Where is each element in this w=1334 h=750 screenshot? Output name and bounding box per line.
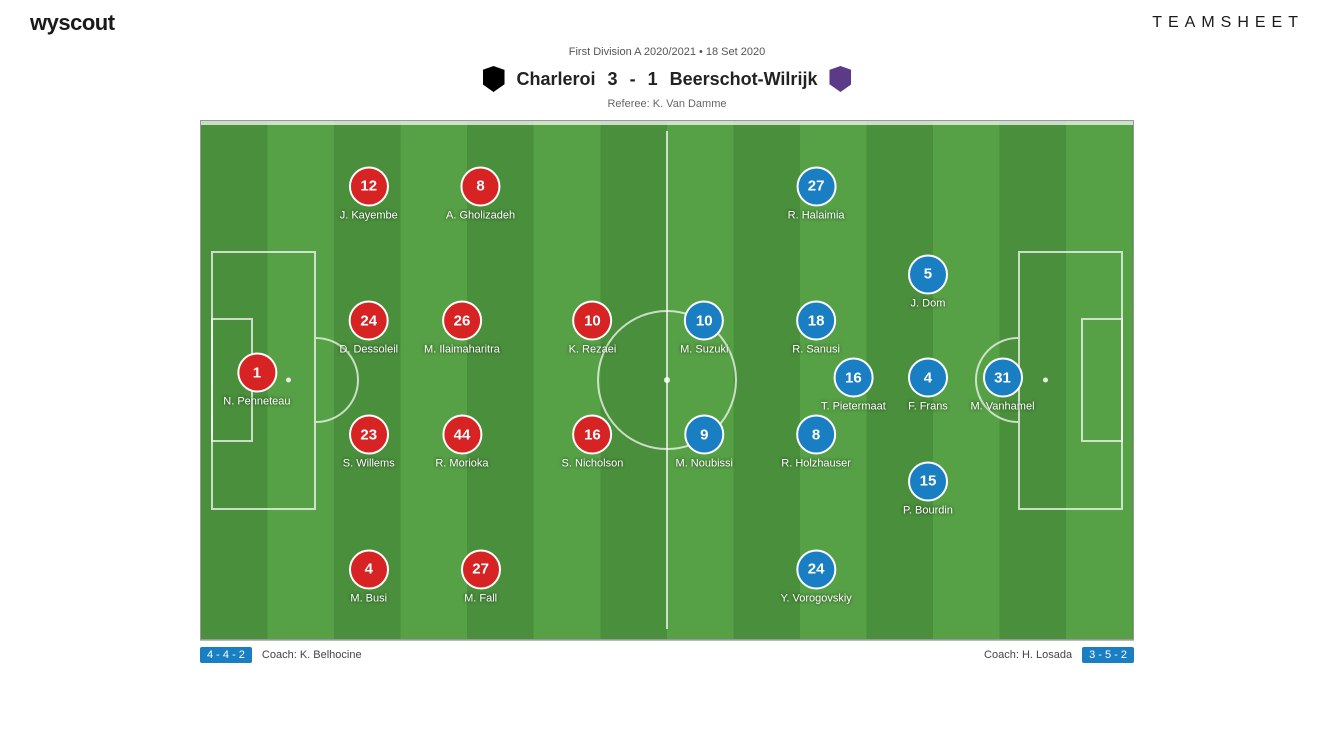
player-marker: 10 M. Suzuki [680,301,728,356]
player-number-circle: 18 [796,301,836,341]
player-number-circle: 4 [349,549,389,589]
player-name-label: R. Halaimia [788,209,845,221]
player-number-circle: 44 [442,415,482,455]
player-marker: 27 M. Fall [461,549,501,604]
player-number-circle: 16 [833,358,873,398]
player-marker: 8 R. Holzhauser [781,415,851,470]
player-name-label: M. Vanhamel [971,401,1035,413]
player-marker: 24 Y. Vorogovskiy [780,549,851,604]
player-name-label: R. Sanusi [792,344,840,356]
player-name-label: S. Willems [343,458,395,470]
player-marker: 10 K. Rezaei [569,301,617,356]
player-marker: 24 D. Dessoleil [339,301,398,356]
player-number-circle: 8 [461,166,501,206]
player-number-circle: 16 [572,415,612,455]
referee-line: Referee: K. Van Damme [0,98,1334,110]
competition-line: First Division A 2020/2021 • 18 Set 2020 [0,46,1334,58]
player-name-label: D. Dessoleil [339,344,398,356]
player-marker: 12 J. Kayembe [340,166,398,221]
player-name-label: J. Kayembe [340,209,398,221]
score-dash: - [630,69,636,90]
pitch-outline [201,121,1133,125]
player-number-circle: 24 [796,549,836,589]
player-marker: 5 J. Dom [908,254,948,309]
player-number-circle: 27 [461,549,501,589]
center-dot [664,377,670,383]
player-number-circle: 10 [572,301,612,341]
away-coach: Coach: H. Losada [984,649,1072,661]
player-name-label: R. Morioka [435,458,488,470]
player-number-circle: 4 [908,358,948,398]
scoreline: Charleroi 3 - 1 Beerschot-Wilrijk [0,66,1334,92]
player-number-circle: 27 [796,166,836,206]
player-name-label: P. Bourdin [903,504,953,516]
player-marker: 27 R. Halaimia [788,166,845,221]
player-number-circle: 8 [796,415,836,455]
home-score: 3 [608,69,618,90]
header: wyscout TEAMSHEET [0,0,1334,41]
footer-left: 4 - 4 - 2 Coach: K. Belhocine [200,647,362,663]
player-marker: 44 R. Morioka [435,415,488,470]
match-info: First Division A 2020/2021 • 18 Set 2020… [0,46,1334,110]
player-number-circle: 5 [908,254,948,294]
player-number-circle: 31 [983,358,1023,398]
pitch-container: 1N. Penneteau12J. Kayembe24D. Dessoleil2… [0,120,1334,640]
player-name-label: T. Pietermaat [821,401,886,413]
player-number-circle: 24 [349,301,389,341]
player-marker: 15 P. Bourdin [903,461,953,516]
away-formation-badge: 3 - 5 - 2 [1082,647,1134,663]
player-name-label: J. Dom [908,297,948,309]
player-name-label: S. Nicholson [562,458,624,470]
player-name-label: K. Rezaei [569,344,617,356]
player-marker: 8 A. Gholizadeh [446,166,515,221]
player-marker: 26 M. Ilaimaharitra [424,301,500,356]
brand-logo: wyscout [30,10,115,36]
page-label: TEAMSHEET [1152,14,1304,32]
player-name-label: R. Holzhauser [781,458,851,470]
player-marker: 4 F. Frans [908,358,948,413]
player-name-label: A. Gholizadeh [446,209,515,221]
home-team-name: Charleroi [517,69,596,90]
footer-right: Coach: H. Losada 3 - 5 - 2 [984,647,1134,663]
player-marker: 23 S. Willems [343,415,395,470]
away-crest-icon [829,66,851,92]
player-name-label: M. Busi [349,592,389,604]
player-number-circle: 23 [349,415,389,455]
player-name-label: M. Ilaimaharitra [424,344,500,356]
home-formation-badge: 4 - 4 - 2 [200,647,252,663]
player-marker: 4 M. Busi [349,549,389,604]
player-number-circle: 1 [237,353,277,393]
player-number-circle: 10 [684,301,724,341]
player-number-circle: 15 [908,461,948,501]
goal-box-right [1081,318,1123,442]
player-name-label: Y. Vorogovskiy [780,592,851,604]
player-marker: 16 T. Pietermaat [821,358,886,413]
player-name-label: M. Suzuki [680,344,728,356]
home-coach: Coach: K. Belhocine [262,649,362,661]
player-marker: 16 S. Nicholson [562,415,624,470]
pitch: 1N. Penneteau12J. Kayembe24D. Dessoleil2… [200,120,1134,640]
away-score: 1 [648,69,658,90]
player-number-circle: 12 [349,166,389,206]
player-name-label: M. Noubissi [676,458,733,470]
penalty-spot-right [1043,378,1048,383]
player-number-circle: 9 [684,415,724,455]
player-marker: 31 M. Vanhamel [971,358,1035,413]
away-team-name: Beerschot-Wilrijk [670,69,818,90]
player-marker: 9 M. Noubissi [676,415,733,470]
player-marker: 1 N. Penneteau [223,353,290,408]
footer: 4 - 4 - 2 Coach: K. Belhocine Coach: H. … [0,641,1334,663]
player-name-label: F. Frans [908,401,948,413]
player-name-label: M. Fall [461,592,501,604]
player-name-label: N. Penneteau [223,396,290,408]
home-crest-icon [483,66,505,92]
player-marker: 18 R. Sanusi [792,301,840,356]
player-number-circle: 26 [442,301,482,341]
